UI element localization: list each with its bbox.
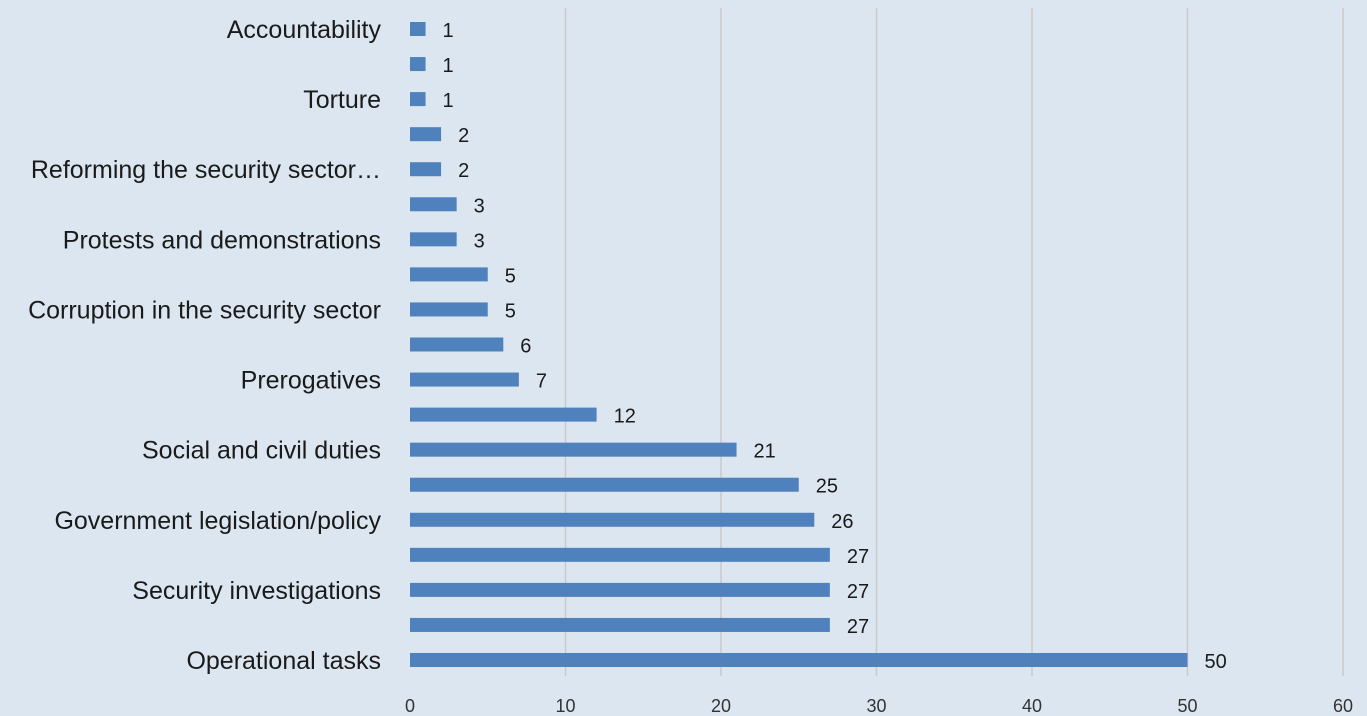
category-label: Security investigations: [132, 577, 381, 605]
gridlines: [564, 8, 1344, 676]
bar: [410, 232, 457, 247]
x-tick-label: 50: [1177, 696, 1197, 716]
bar: [410, 547, 830, 562]
bar: [410, 162, 442, 177]
x-tick-label: 40: [1022, 696, 1042, 716]
bar: [410, 372, 519, 387]
bar: [410, 337, 504, 352]
value-label: 3: [474, 195, 485, 217]
bar: [410, 477, 799, 492]
bar: [410, 127, 442, 142]
category-label: Torture: [303, 86, 381, 114]
value-label: 6: [520, 336, 531, 358]
x-axis-tick-labels: 0 10 20 30 40 50 60: [405, 696, 1353, 716]
bar: [410, 442, 737, 457]
value-label: 12: [614, 406, 636, 428]
x-tick-label: 30: [866, 696, 886, 716]
value-label: 1: [443, 90, 454, 112]
value-label: 7: [536, 371, 547, 393]
value-label: 27: [847, 616, 869, 638]
bar: [410, 512, 815, 527]
bars: [410, 22, 1188, 667]
value-label: 27: [847, 546, 869, 568]
category-labels: Accountability Torture Reforming the secur…: [28, 16, 381, 675]
value-label: 5: [505, 265, 516, 287]
bar: [410, 267, 488, 282]
value-label: 1: [443, 55, 454, 77]
bar: [410, 197, 457, 212]
bar: [410, 302, 488, 317]
category-label: Corruption in the security sector: [28, 296, 381, 324]
bar: [410, 22, 426, 36]
bar: [410, 617, 830, 632]
value-label: 2: [458, 125, 469, 147]
value-label: 5: [505, 300, 516, 322]
value-label: 27: [847, 581, 869, 603]
category-label: Protests and demonstrations: [63, 226, 381, 254]
value-label: 21: [754, 441, 776, 463]
bar: [410, 653, 1188, 667]
x-tick-label: 60: [1333, 696, 1353, 716]
x-tick-label: 0: [405, 696, 415, 716]
category-label: Accountability: [227, 16, 382, 44]
category-label: Social and civil duties: [142, 437, 381, 465]
bar: [410, 582, 830, 597]
bar: [410, 407, 597, 422]
bar: [410, 92, 426, 107]
value-label: 2: [458, 160, 469, 182]
category-label: Reforming the security sector…: [31, 156, 381, 184]
x-tick-label: 20: [711, 696, 731, 716]
category-label: Government legislation/policy: [54, 507, 381, 535]
value-label: 1: [443, 20, 454, 42]
category-label: Prerogatives: [241, 367, 381, 395]
value-label: 26: [831, 511, 853, 533]
category-label: Operational tasks: [186, 647, 381, 675]
value-label: 50: [1205, 651, 1227, 673]
bar: [410, 57, 426, 72]
value-label: 25: [816, 476, 838, 498]
value-label: 3: [474, 230, 485, 252]
x-tick-label: 10: [555, 696, 575, 716]
